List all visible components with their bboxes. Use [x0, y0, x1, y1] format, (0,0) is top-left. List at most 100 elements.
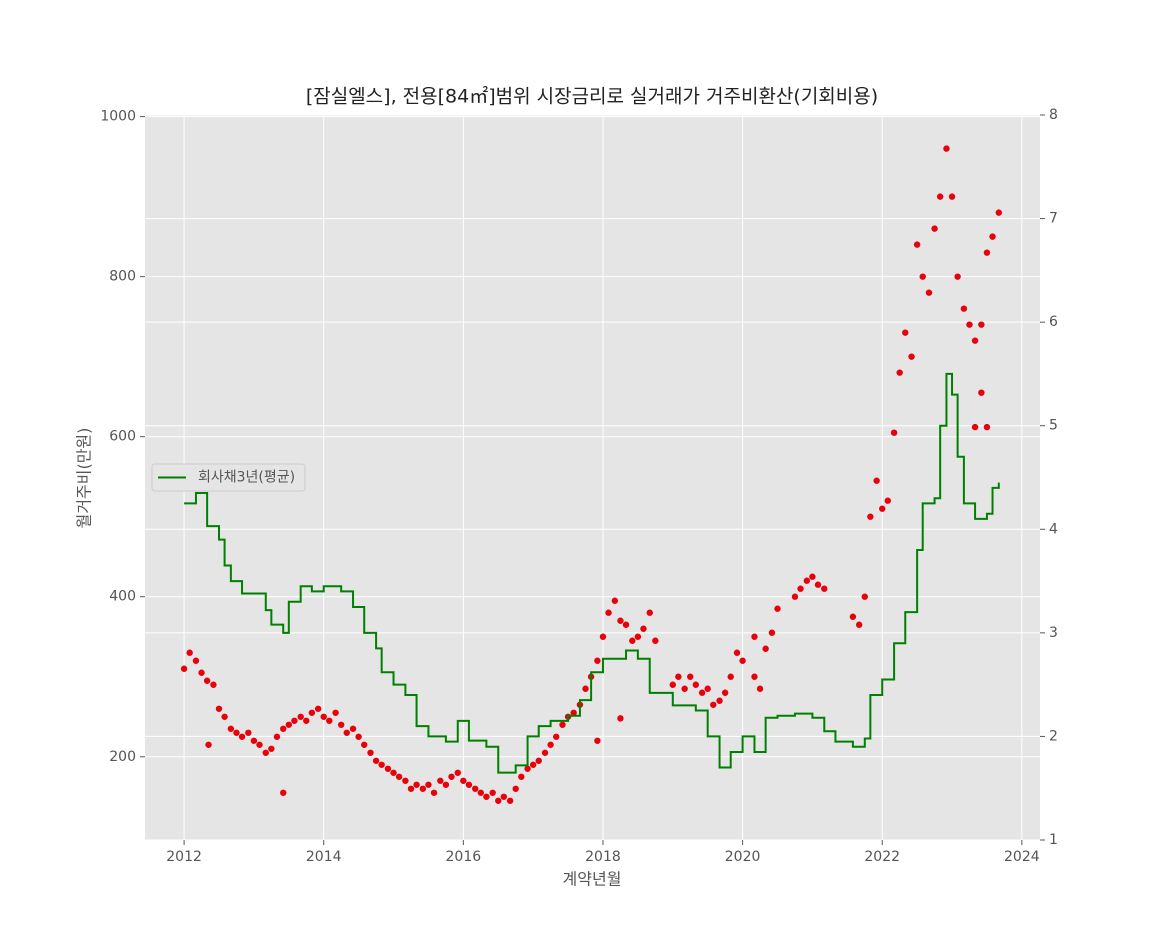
- y2-tick-label: 2: [1049, 728, 1058, 744]
- scatter-point: [256, 741, 263, 748]
- scatter-point: [652, 637, 659, 644]
- scatter-point: [913, 241, 921, 248]
- scatter-point: [943, 145, 950, 152]
- scatter-point: [390, 769, 397, 776]
- scatter-point: [948, 193, 956, 200]
- scatter-point: [308, 709, 316, 716]
- scatter-point: [343, 729, 350, 736]
- scatter-point: [791, 593, 799, 600]
- scatter-point: [303, 717, 310, 724]
- scatter-point: [395, 773, 403, 780]
- scatter-point: [983, 423, 991, 431]
- scatter-point: [500, 793, 508, 800]
- y2-tick-label: 6: [1049, 314, 1058, 330]
- scatter-point: [710, 701, 717, 708]
- scatter-point: [675, 673, 682, 680]
- scatter-point: [407, 785, 415, 792]
- x-tick-label: 2018: [585, 849, 621, 865]
- scatter-point: [978, 321, 985, 328]
- scatter-point: [297, 713, 304, 720]
- scatter-point: [774, 605, 781, 612]
- scatter-point: [954, 273, 961, 280]
- scatter-point: [919, 273, 926, 280]
- y2-tick-label: 5: [1049, 418, 1058, 434]
- scatter-point: [472, 785, 479, 792]
- scatter-point: [372, 757, 380, 764]
- scatter-point: [512, 785, 519, 792]
- x-tick-label: 2022: [864, 849, 900, 865]
- scatter-point: [669, 681, 676, 688]
- scatter-point: [634, 633, 642, 640]
- scatter-point: [506, 797, 514, 804]
- scatter-point: [739, 657, 746, 664]
- scatter-point: [250, 737, 258, 744]
- scatter-point: [995, 209, 1003, 216]
- scatter-point: [931, 225, 938, 232]
- scatter-point: [716, 697, 723, 704]
- scatter-point: [355, 733, 362, 740]
- scatter-point: [437, 777, 444, 784]
- scatter-point: [902, 329, 909, 336]
- scatter-point: [849, 613, 857, 620]
- scatter-point: [529, 761, 537, 768]
- scatter-point: [210, 681, 217, 688]
- scatter-point: [320, 713, 327, 720]
- scatter-point: [495, 797, 502, 804]
- scatter-point: [890, 429, 898, 436]
- scatter-point: [762, 645, 769, 652]
- scatter-point: [262, 749, 269, 756]
- scatter-point: [448, 773, 455, 780]
- y2-tick-label: 3: [1049, 625, 1058, 641]
- scatter-point: [873, 477, 880, 484]
- scatter-point: [186, 649, 193, 656]
- scatter-point: [524, 765, 531, 772]
- scatter-point: [535, 757, 542, 764]
- scatter-point: [518, 773, 525, 780]
- scatter-point: [442, 781, 450, 788]
- scatter-point: [821, 585, 828, 592]
- scatter-point: [861, 593, 868, 600]
- scatter-point: [227, 725, 235, 732]
- scatter-point: [268, 745, 275, 752]
- scatter-point: [465, 781, 473, 788]
- scatter-point: [419, 785, 427, 792]
- scatter-point: [570, 709, 577, 716]
- scatter-point: [273, 733, 281, 740]
- scatter-point: [646, 609, 653, 616]
- scatter-point: [989, 233, 996, 240]
- scatter-point: [960, 305, 968, 312]
- scatter-point: [936, 193, 944, 200]
- scatter-point: [594, 737, 601, 744]
- y-tick-label: 400: [109, 589, 136, 605]
- scatter-point: [599, 633, 607, 640]
- scatter-point: [238, 733, 246, 740]
- scatter-point: [884, 497, 892, 504]
- scatter-point: [768, 629, 776, 636]
- scatter-point: [483, 793, 490, 800]
- scatter-point: [751, 633, 758, 640]
- scatter-point: [413, 781, 420, 788]
- scatter-point: [617, 617, 624, 624]
- scatter-point: [233, 729, 240, 736]
- scatter-point: [582, 685, 589, 692]
- scatter-point: [687, 673, 694, 680]
- scatter-point: [180, 665, 188, 672]
- scatter-point: [797, 585, 804, 592]
- y2-tick-label: 4: [1049, 521, 1058, 537]
- scatter-point: [425, 781, 432, 788]
- scatter-point: [349, 725, 357, 732]
- chart-title: [잠실엘스], 전용[84㎡]범위 시장금리로 실거래가 거주비환산(기회비용): [306, 85, 878, 108]
- scatter-point: [489, 789, 496, 796]
- y2-tick-label: 8: [1049, 107, 1058, 123]
- y-axis-label: 월거주비(만원): [75, 428, 94, 529]
- scatter-point: [245, 729, 252, 736]
- scatter-point: [326, 717, 333, 724]
- scatter-point: [594, 657, 601, 664]
- scatter-point: [541, 749, 549, 756]
- scatter-point: [704, 685, 711, 692]
- scatter-point: [402, 777, 409, 784]
- scatter-point: [477, 789, 484, 796]
- scatter-point: [205, 741, 212, 748]
- scatter-point: [215, 705, 223, 712]
- x-tick-label: 2020: [725, 849, 761, 865]
